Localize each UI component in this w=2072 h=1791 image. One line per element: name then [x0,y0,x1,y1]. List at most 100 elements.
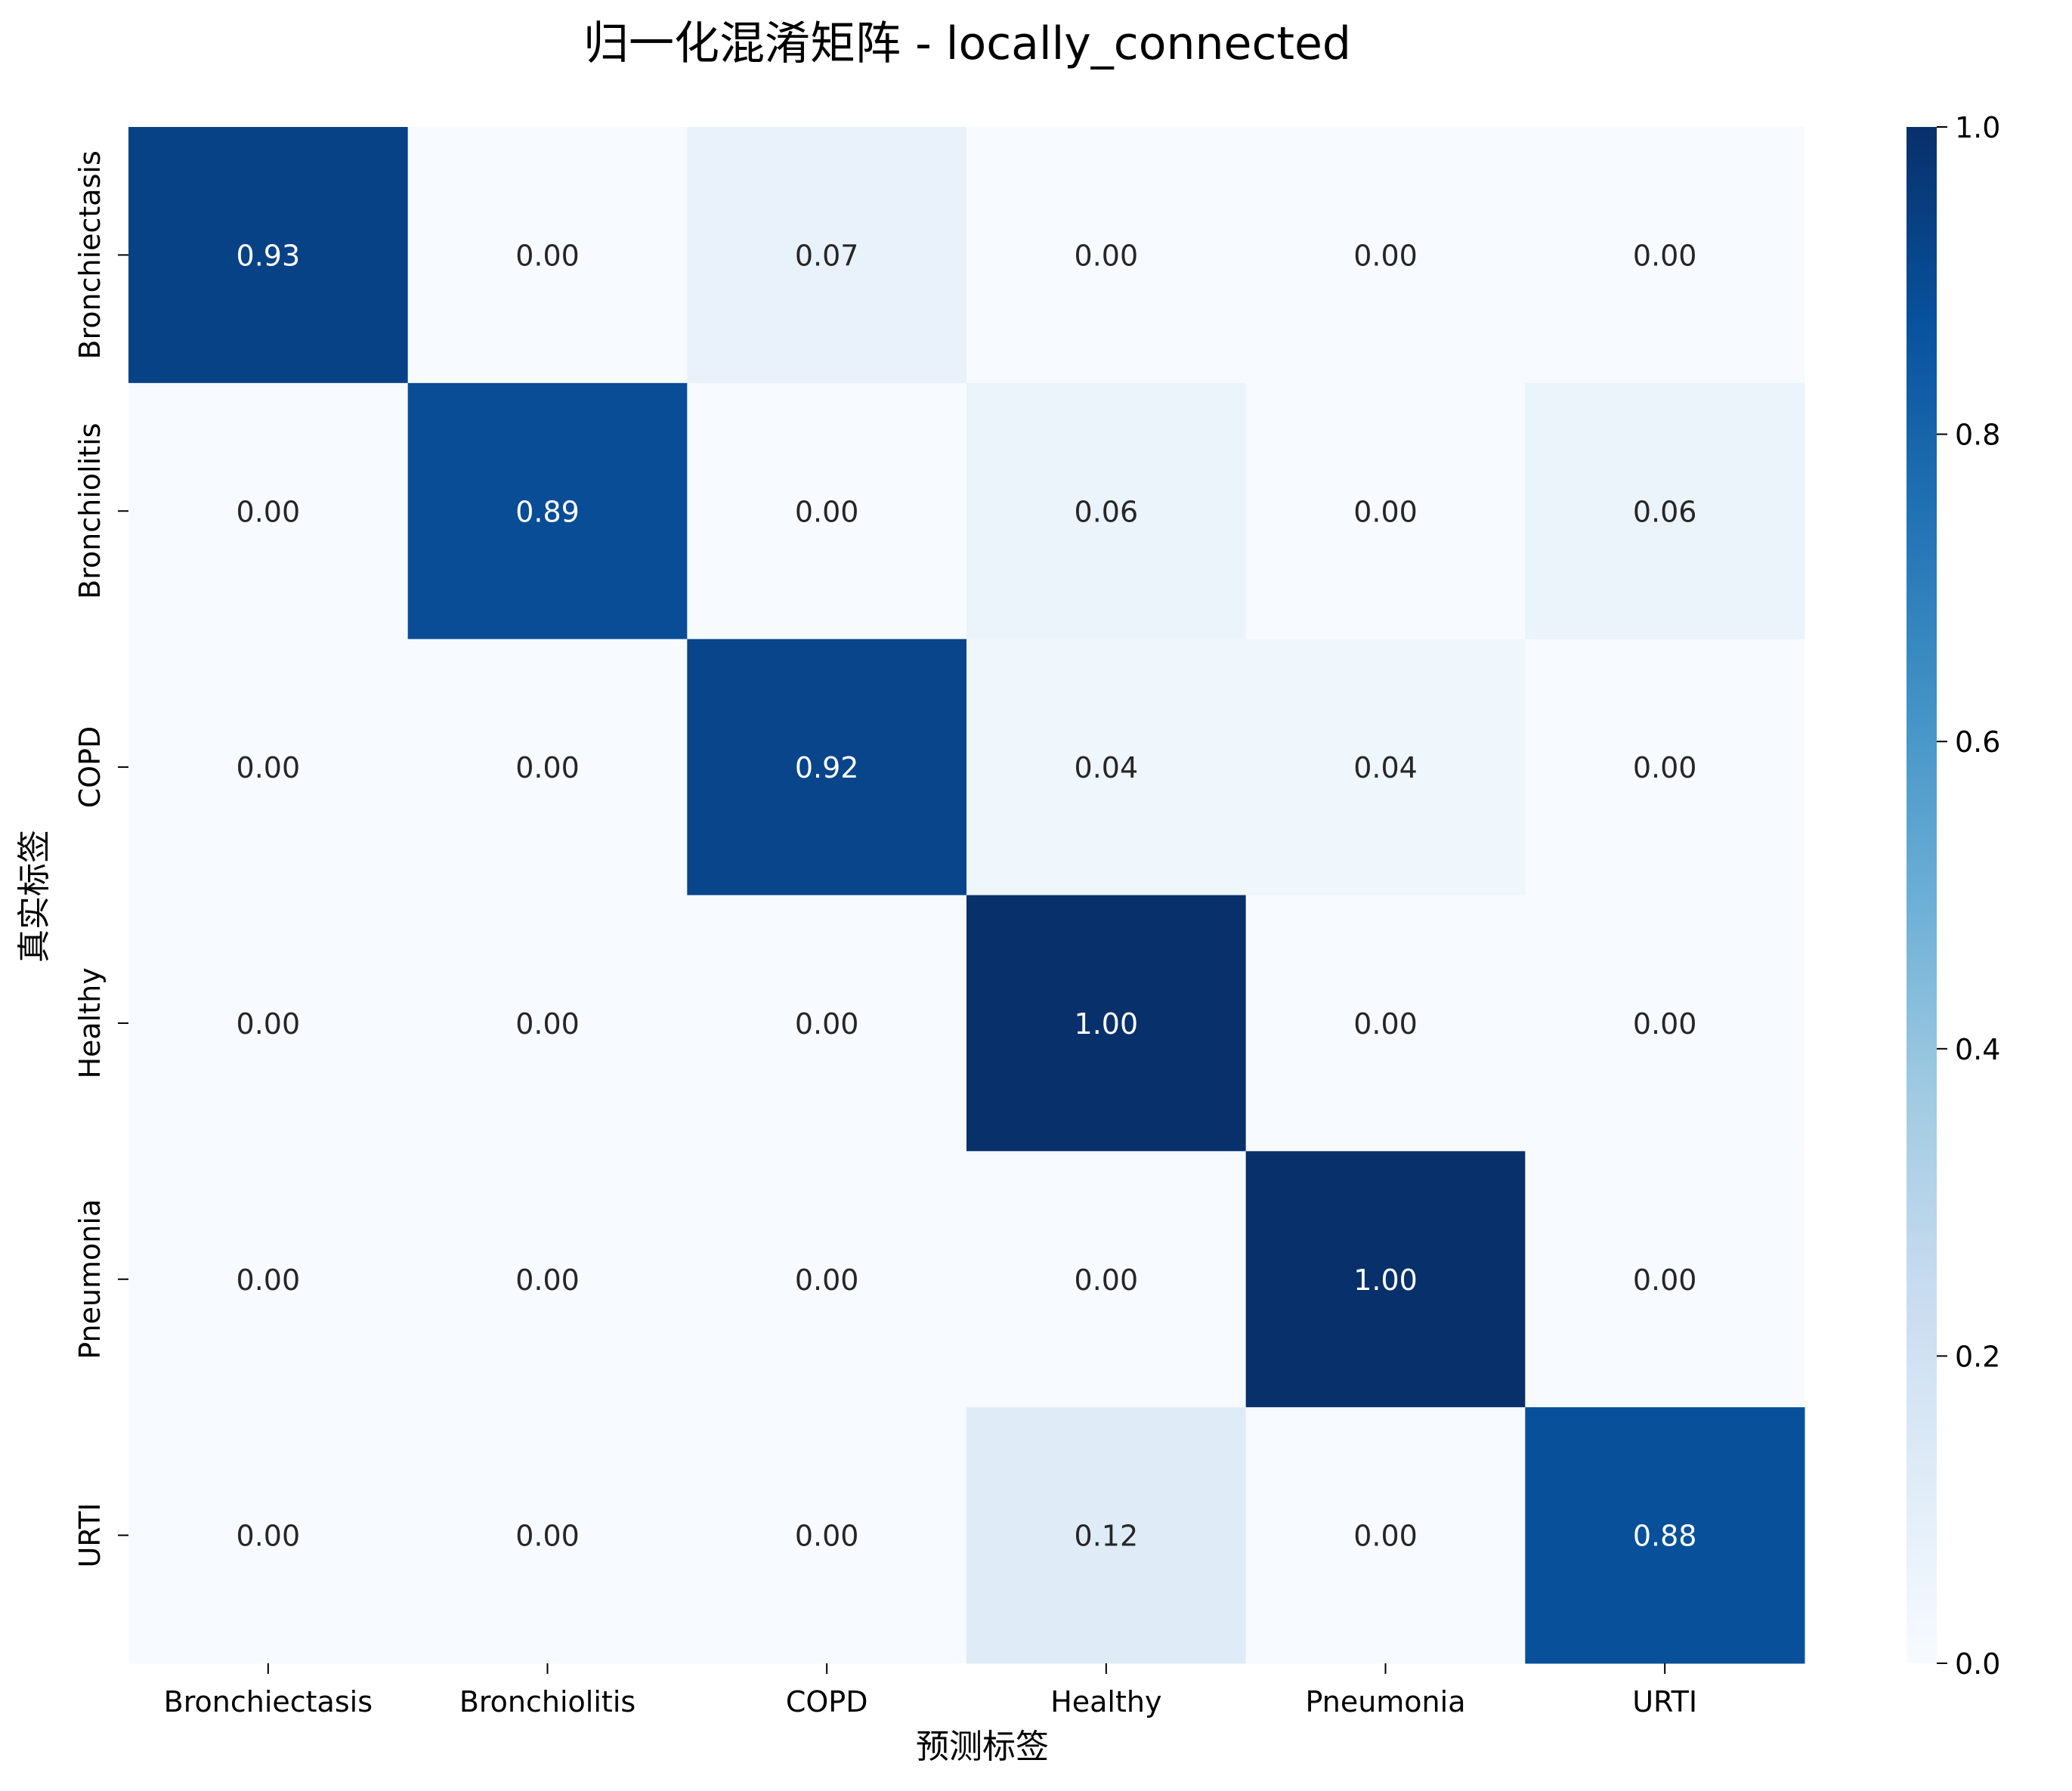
heatmap-cell [407,382,688,640]
x-tick-label: Healthy [1050,1685,1161,1718]
cell-value-label: 0.04 [1075,751,1139,784]
cell-value-label: 0.00 [515,751,580,784]
heatmap-cell [966,1407,1247,1664]
cell-value-label: 0.00 [515,1520,580,1553]
heatmap-cell [128,382,409,640]
heatmap-cell [128,1151,409,1408]
cell-value-label: 0.00 [1075,239,1139,272]
y-tick-label: Pneumonia [73,1199,107,1359]
y-axis-label: 真实标签 [15,830,54,963]
heatmap-cell [966,127,1247,384]
heatmap-cell [1525,1407,1805,1664]
heatmap-cell [966,639,1247,896]
heatmap-cell [128,1407,409,1664]
heatmap-cell [966,382,1247,640]
cell-value-label: 0.00 [795,1007,859,1041]
cell-value-label: 0.06 [1075,495,1139,528]
x-tick-label: Bronchiolitis [459,1685,636,1718]
x-tick-label: Bronchiectasis [164,1685,373,1718]
x-tick-label: Pneumonia [1306,1685,1466,1718]
cell-value-label: 0.00 [1633,1007,1697,1041]
heatmap-cell [1245,895,1526,1152]
cell-value-label: 0.89 [515,495,580,528]
cell-value-label: 0.00 [1633,239,1697,272]
cell-value-label: 0.00 [515,1264,580,1297]
heatmap-cell [407,1151,688,1408]
y-tick-label: COPD [73,726,107,809]
cell-value-label: 1.00 [1075,1007,1139,1041]
heatmap-cell [687,895,967,1152]
cell-value-label: 0.00 [237,495,301,528]
cell-value-label: 0.00 [795,495,859,528]
heatmap-cells [128,127,1805,1664]
cell-value-label: 0.00 [515,239,580,272]
heatmap-cell [407,1407,688,1664]
heatmap-cell [128,127,409,384]
heatmap-cell [1245,1407,1526,1664]
heatmap-cell [1525,127,1805,384]
colorbar [1907,127,1937,1663]
cell-value-label: 0.00 [1633,751,1697,784]
y-tick-label: Healthy [73,967,107,1078]
heatmap-cell [687,1407,967,1664]
cell-value-label: 1.00 [1353,1264,1418,1297]
cell-value-label: 0.00 [1353,1007,1418,1041]
y-tick-label: Bronchiectasis [73,150,107,359]
heatmap-cell [1245,127,1526,384]
cell-value-label: 0.12 [1075,1520,1139,1553]
heatmap-cell [1525,382,1805,640]
heatmap-cell [1245,382,1526,640]
cell-value-label: 0.07 [795,239,859,272]
x-axis-label: 预测标签 [916,1728,1049,1766]
colorbar-tick-label: 0.6 [1955,725,2000,759]
heatmap-cell [1245,1151,1526,1408]
heatmap-cell [687,127,967,384]
cell-value-label: 0.06 [1633,495,1697,528]
colorbar-tick-label: 0.0 [1955,1647,2000,1681]
heatmap-cell [966,895,1247,1152]
heatmap-cell [687,1151,967,1408]
cell-value-label: 0.00 [1353,239,1418,272]
heatmap-cell [1525,639,1805,896]
colorbar-tick-label: 1.0 [1955,111,2000,144]
cell-value-label: 0.00 [1633,1264,1697,1297]
heatmap-cell [1525,895,1805,1152]
heatmap-cell [128,895,409,1152]
cell-value-label: 0.00 [237,751,301,784]
y-tick-label: URTI [73,1503,107,1568]
heatmap-cell [407,127,688,384]
cell-value-label: 0.04 [1353,751,1418,784]
cell-value-label: 0.93 [237,239,301,272]
heatmap-cell [687,382,967,640]
heatmap-cell [966,1151,1247,1408]
heatmap-cell [407,639,688,896]
colorbar-tick-label: 0.8 [1955,419,2000,452]
cell-value-label: 0.00 [1353,495,1418,528]
colorbar-tick-label: 0.2 [1955,1340,2000,1373]
cell-value-label: 0.88 [1633,1520,1697,1553]
heatmap-cell [407,895,688,1152]
cell-value-label: 0.00 [1075,1264,1139,1297]
cell-value-label: 0.00 [237,1520,301,1553]
cell-value-label: 0.00 [1353,1520,1418,1553]
heatmap-cell [128,639,409,896]
heatmap-cell [687,639,967,896]
y-tick-label: Bronchiolitis [73,423,107,599]
cell-value-label: 0.92 [795,751,859,784]
x-tick-label: COPD [786,1685,868,1718]
colorbar-ticks: 0.0 0.2 0.4 0.6 0.8 1.0 [1937,111,2000,1681]
cell-value-label: 0.00 [237,1264,301,1297]
heatmap-cell [1245,639,1526,896]
heatmap-cell [1525,1151,1805,1408]
x-axis-ticks: Bronchiectasis Bronchiolitis COPD Healthy Pn… [164,1663,1697,1718]
y-axis-ticks: Bronchiectasis Bronchiolitis COPD Healthy Pn… [73,150,128,1568]
cell-value-label: 0.00 [237,1007,301,1041]
heatmap-cell-labels: 0.93 0.00 0.07 0.00 0.00 0.00 0.00 0.89 0.00 0.06… [237,239,1697,1552]
chart-title: 归一化混淆矩阵 - locally_connected [583,17,1351,70]
cell-value-label: 0.00 [795,1264,859,1297]
cell-value-label: 0.00 [515,1007,580,1041]
colorbar-tick-label: 0.4 [1955,1033,2000,1066]
cell-value-label: 0.00 [795,1520,859,1553]
x-tick-label: URTI [1632,1685,1697,1718]
